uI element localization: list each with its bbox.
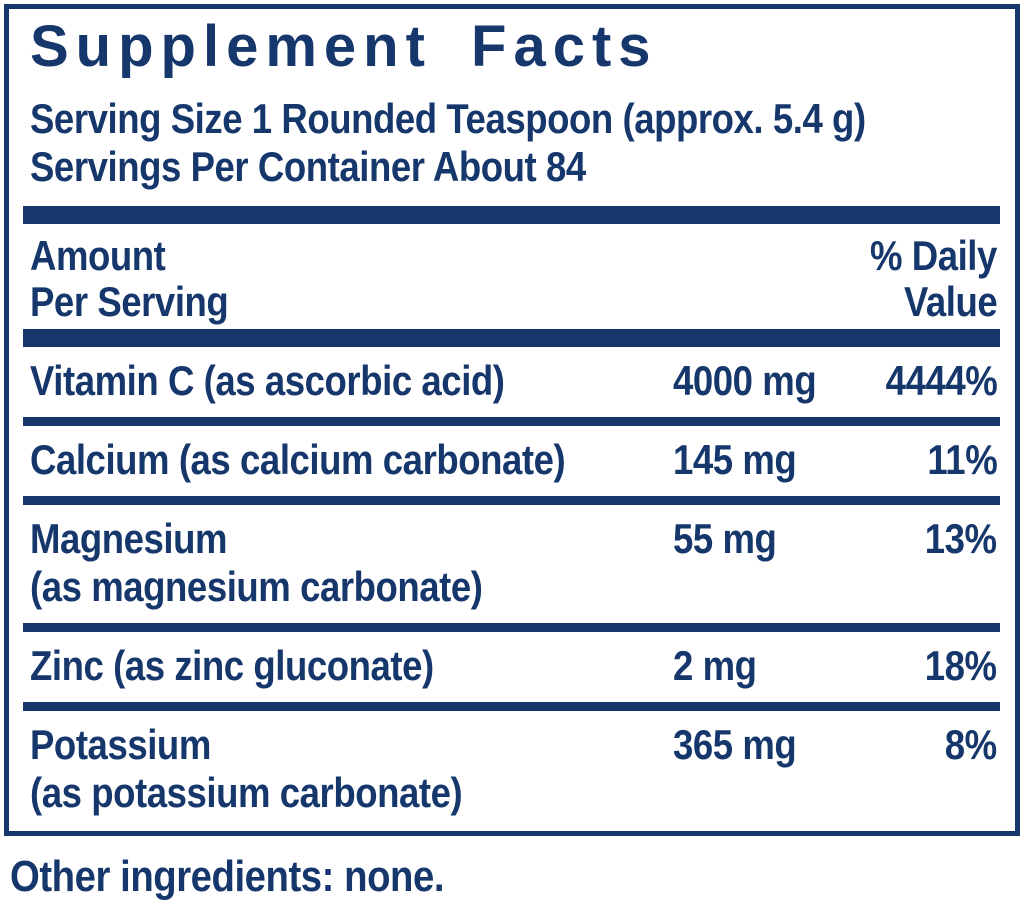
amount-header-line1: Amount: [30, 232, 166, 279]
nutrient-name: Vitamin C (as ascorbic acid): [30, 357, 505, 404]
label-page: Supplement Facts Serving Size 1 Rounded …: [0, 4, 1024, 916]
row-divider: [23, 623, 1000, 632]
daily-value-header-line2: Value: [903, 278, 998, 325]
thick-divider-top: [23, 206, 1000, 224]
other-ingredients-note: Other ingredients: none.: [10, 852, 445, 901]
row-divider: [23, 702, 1000, 711]
nutrient-name-line2: (as potassium carbonate): [30, 769, 463, 816]
nutrient-amount: 365 mg: [673, 721, 797, 768]
daily-value-header: % Daily Value: [851, 233, 997, 325]
amount-header-line2: Per Serving: [30, 278, 229, 325]
nutrient-amount: 145 mg: [673, 436, 797, 483]
nutrient-daily-value: 18%: [925, 642, 997, 689]
serving-info: Serving Size 1 Rounded Teaspoon (approx.…: [30, 95, 997, 191]
thick-divider-under-header: [23, 329, 1000, 347]
supplement-facts-panel: Supplement Facts Serving Size 1 Rounded …: [4, 4, 1020, 836]
amount-per-serving-header: Amount Per Serving: [30, 233, 258, 325]
column-header-row: Amount Per Serving % Daily Value: [30, 233, 997, 325]
nutrient-daily-value: 8%: [945, 721, 997, 768]
panel-title: Supplement Facts: [30, 14, 658, 79]
nutrient-row-zinc: Zinc (as zinc gluconate) 2 mg 18%: [9, 632, 1015, 702]
serving-size-line: Serving Size 1 Rounded Teaspoon (approx.…: [30, 95, 997, 143]
row-divider: [23, 496, 1000, 505]
nutrient-name-line2: (as magnesium carbonate): [30, 563, 483, 610]
nutrient-amount: 2 mg: [673, 642, 757, 689]
nutrient-row-calcium: Calcium (as calcium carbonate) 145 mg 11…: [9, 426, 1015, 496]
nutrient-daily-value: 4444%: [885, 357, 997, 404]
nutrient-name: Zinc (as zinc gluconate): [30, 642, 434, 689]
servings-per-container-text: Servings Per Container About 84: [30, 143, 586, 190]
nutrient-row-potassium: Potassium (as potassium carbonate) 365 m…: [9, 711, 1015, 831]
nutrient-name: Magnesium (as magnesium carbonate): [30, 515, 483, 610]
nutrient-name: Calcium (as calcium carbonate): [30, 436, 566, 483]
nutrient-name: Potassium (as potassium carbonate): [30, 721, 463, 816]
nutrient-amount: 4000 mg: [673, 357, 817, 404]
row-divider: [23, 417, 1000, 426]
nutrient-row-vitamin-c: Vitamin C (as ascorbic acid) 4000 mg 444…: [9, 347, 1015, 417]
daily-value-header-line1: % Daily: [870, 232, 997, 279]
nutrient-row-magnesium: Magnesium (as magnesium carbonate) 55 mg…: [9, 505, 1015, 623]
nutrient-amount: 55 mg: [673, 515, 777, 562]
nutrient-daily-value: 13%: [925, 515, 997, 562]
servings-per-container-line: Servings Per Container About 84: [30, 143, 997, 191]
nutrient-daily-value: 11%: [927, 436, 997, 483]
serving-size-text: Serving Size 1 Rounded Teaspoon (approx.…: [30, 95, 866, 142]
